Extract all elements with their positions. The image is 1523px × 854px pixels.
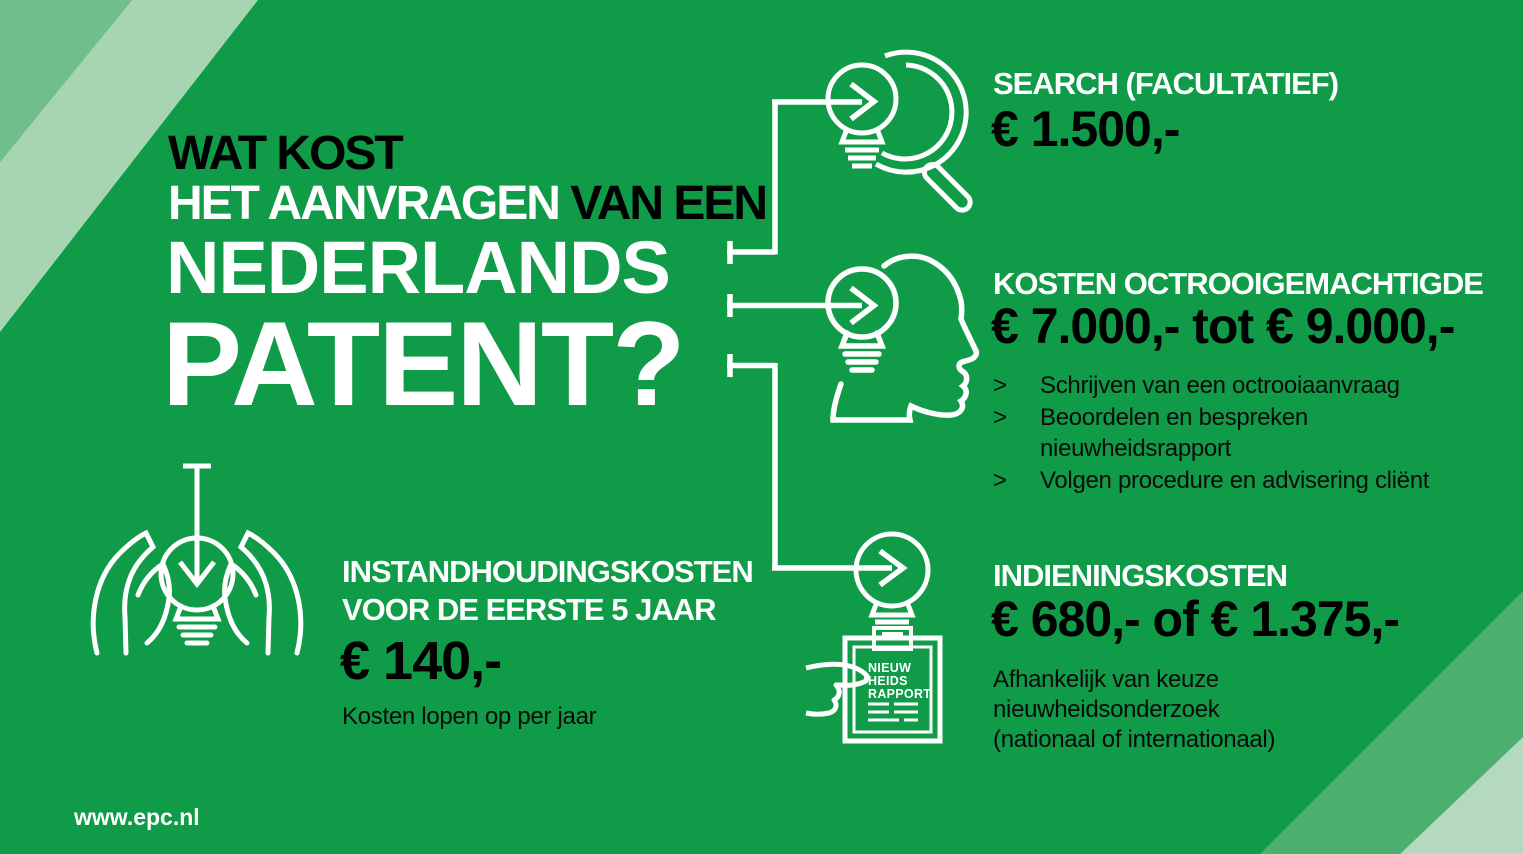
bulb-neck xyxy=(837,330,887,349)
connector-middle xyxy=(727,294,862,317)
head-profile xyxy=(830,253,980,423)
magnifier-outer-ring xyxy=(874,49,969,175)
down-arrow-shaft xyxy=(183,463,211,581)
title-line-2: HET AANVRAGEN VAN EEN xyxy=(168,177,768,230)
bullet-chevron xyxy=(993,433,1040,465)
arrowhead-top-icon xyxy=(849,81,879,122)
bullet-text: Volgen procedure en advisering cliënt xyxy=(1040,466,1430,494)
left-thumb xyxy=(135,560,172,646)
bulb-circle xyxy=(825,62,899,136)
title-line-4: PATENT? xyxy=(162,297,685,431)
bullet-chevron: > xyxy=(993,403,1007,431)
magnifier-handle xyxy=(921,161,973,213)
bulb-neck xyxy=(838,128,886,145)
magnifier-inner-ring xyxy=(880,62,955,162)
maintenance-note: Kosten lopen op per jaar xyxy=(342,703,597,730)
bullet-row: > Beoordelen en bespreken xyxy=(993,402,1429,434)
bullet-row: nieuwheidsrapport xyxy=(993,433,1429,465)
maintenance-label-line2: VOOR DE EERSTE 5 JAAR xyxy=(342,592,716,627)
clipboard-text-lines xyxy=(868,702,918,722)
filing-price: € 680,- of € 1.375,- xyxy=(991,591,1400,647)
bulb-circle xyxy=(825,266,899,340)
title-line-2-white: HET AANVRAGEN xyxy=(168,177,571,230)
left-hand xyxy=(90,529,157,656)
lightbulb-clipboard-icon xyxy=(805,531,943,744)
bottom-right-corner-stripe xyxy=(1400,737,1523,854)
head-lightbulb-icon xyxy=(825,253,980,423)
arrowhead-middle-icon xyxy=(849,285,879,326)
search-price: € 1.500,- xyxy=(991,101,1180,157)
agent-bullet-list: > Schrijven van een octrooiaanvraag > Beoo… xyxy=(993,370,1429,496)
right-hand xyxy=(237,529,304,656)
filing-note-line: nieuwheidsonderzoek xyxy=(993,696,1220,723)
bulb-neck xyxy=(172,603,222,622)
title-line-2-black: VAN EEN xyxy=(570,177,768,230)
bulb-circle xyxy=(158,535,236,613)
filing-note-line: Afhankelijk van keuze xyxy=(993,666,1219,693)
clipboard-label-line3: RAPPORT xyxy=(868,687,931,701)
filing-note-line: (nationaal of internationaal) xyxy=(993,726,1276,753)
right-thumb xyxy=(222,560,259,646)
bottom-right-mid-stripe xyxy=(1260,591,1523,854)
filing-label: INDIENINGSKOSTEN xyxy=(993,558,1288,593)
bullet-row: > Volgen procedure en advisering cliënt xyxy=(993,465,1429,497)
bulb-threads xyxy=(176,624,218,646)
arrowhead-bottom-icon xyxy=(878,548,908,588)
title-line-1: WAT KOST xyxy=(168,127,404,180)
clipboard-label-line1: NIEUW xyxy=(868,661,911,675)
bullet-text: Beoordelen en bespreken xyxy=(1040,403,1308,431)
bullet-chevron: > xyxy=(993,372,1007,399)
bulb-threads xyxy=(845,147,879,169)
clipboard-label: NIEUW HEIDS RAPPORT xyxy=(868,661,931,701)
lightbulb-magnifier-icon xyxy=(825,49,973,213)
bullet-chevron: > xyxy=(993,466,1007,494)
down-arrowhead xyxy=(178,560,216,589)
maintenance-price: € 140,- xyxy=(340,631,502,691)
agent-label: KOSTEN OCTROOIGEMACHTIGDE xyxy=(993,266,1484,301)
search-label: SEARCH (FACULTATIEF) xyxy=(993,66,1339,101)
bullet-text: Schrijven van een octrooiaanvraag xyxy=(1040,372,1400,399)
website-url: www.epc.nl xyxy=(74,804,200,830)
bulb-neck xyxy=(868,601,916,618)
hands-lightbulb-icon xyxy=(90,463,304,656)
bullet-text: nieuwheidsrapport xyxy=(1040,435,1232,462)
top-left-light-stripe xyxy=(0,0,258,332)
maintenance-label-line1: INSTANDHOUDINGSKOSTEN xyxy=(342,554,754,589)
connector-bottom xyxy=(727,354,892,571)
connector-top xyxy=(727,99,862,264)
clipboard-outer xyxy=(842,635,943,744)
pointing-hand xyxy=(805,661,870,717)
bullet-row: > Schrijven van een octrooiaanvraag xyxy=(993,370,1429,402)
connector-lines xyxy=(727,81,908,588)
clipboard-label-line2: HEIDS xyxy=(868,674,908,688)
agent-price: € 7.000,- tot € 9.000,- xyxy=(991,298,1455,354)
bulb-circle xyxy=(853,531,931,609)
filing-note: Afhankelijk van keuze nieuwheidsonderzoe… xyxy=(993,665,1275,755)
clipboard-inner xyxy=(852,645,933,734)
bulb-threads xyxy=(842,351,882,373)
title-line-3: NEDERLANDS xyxy=(166,226,671,309)
